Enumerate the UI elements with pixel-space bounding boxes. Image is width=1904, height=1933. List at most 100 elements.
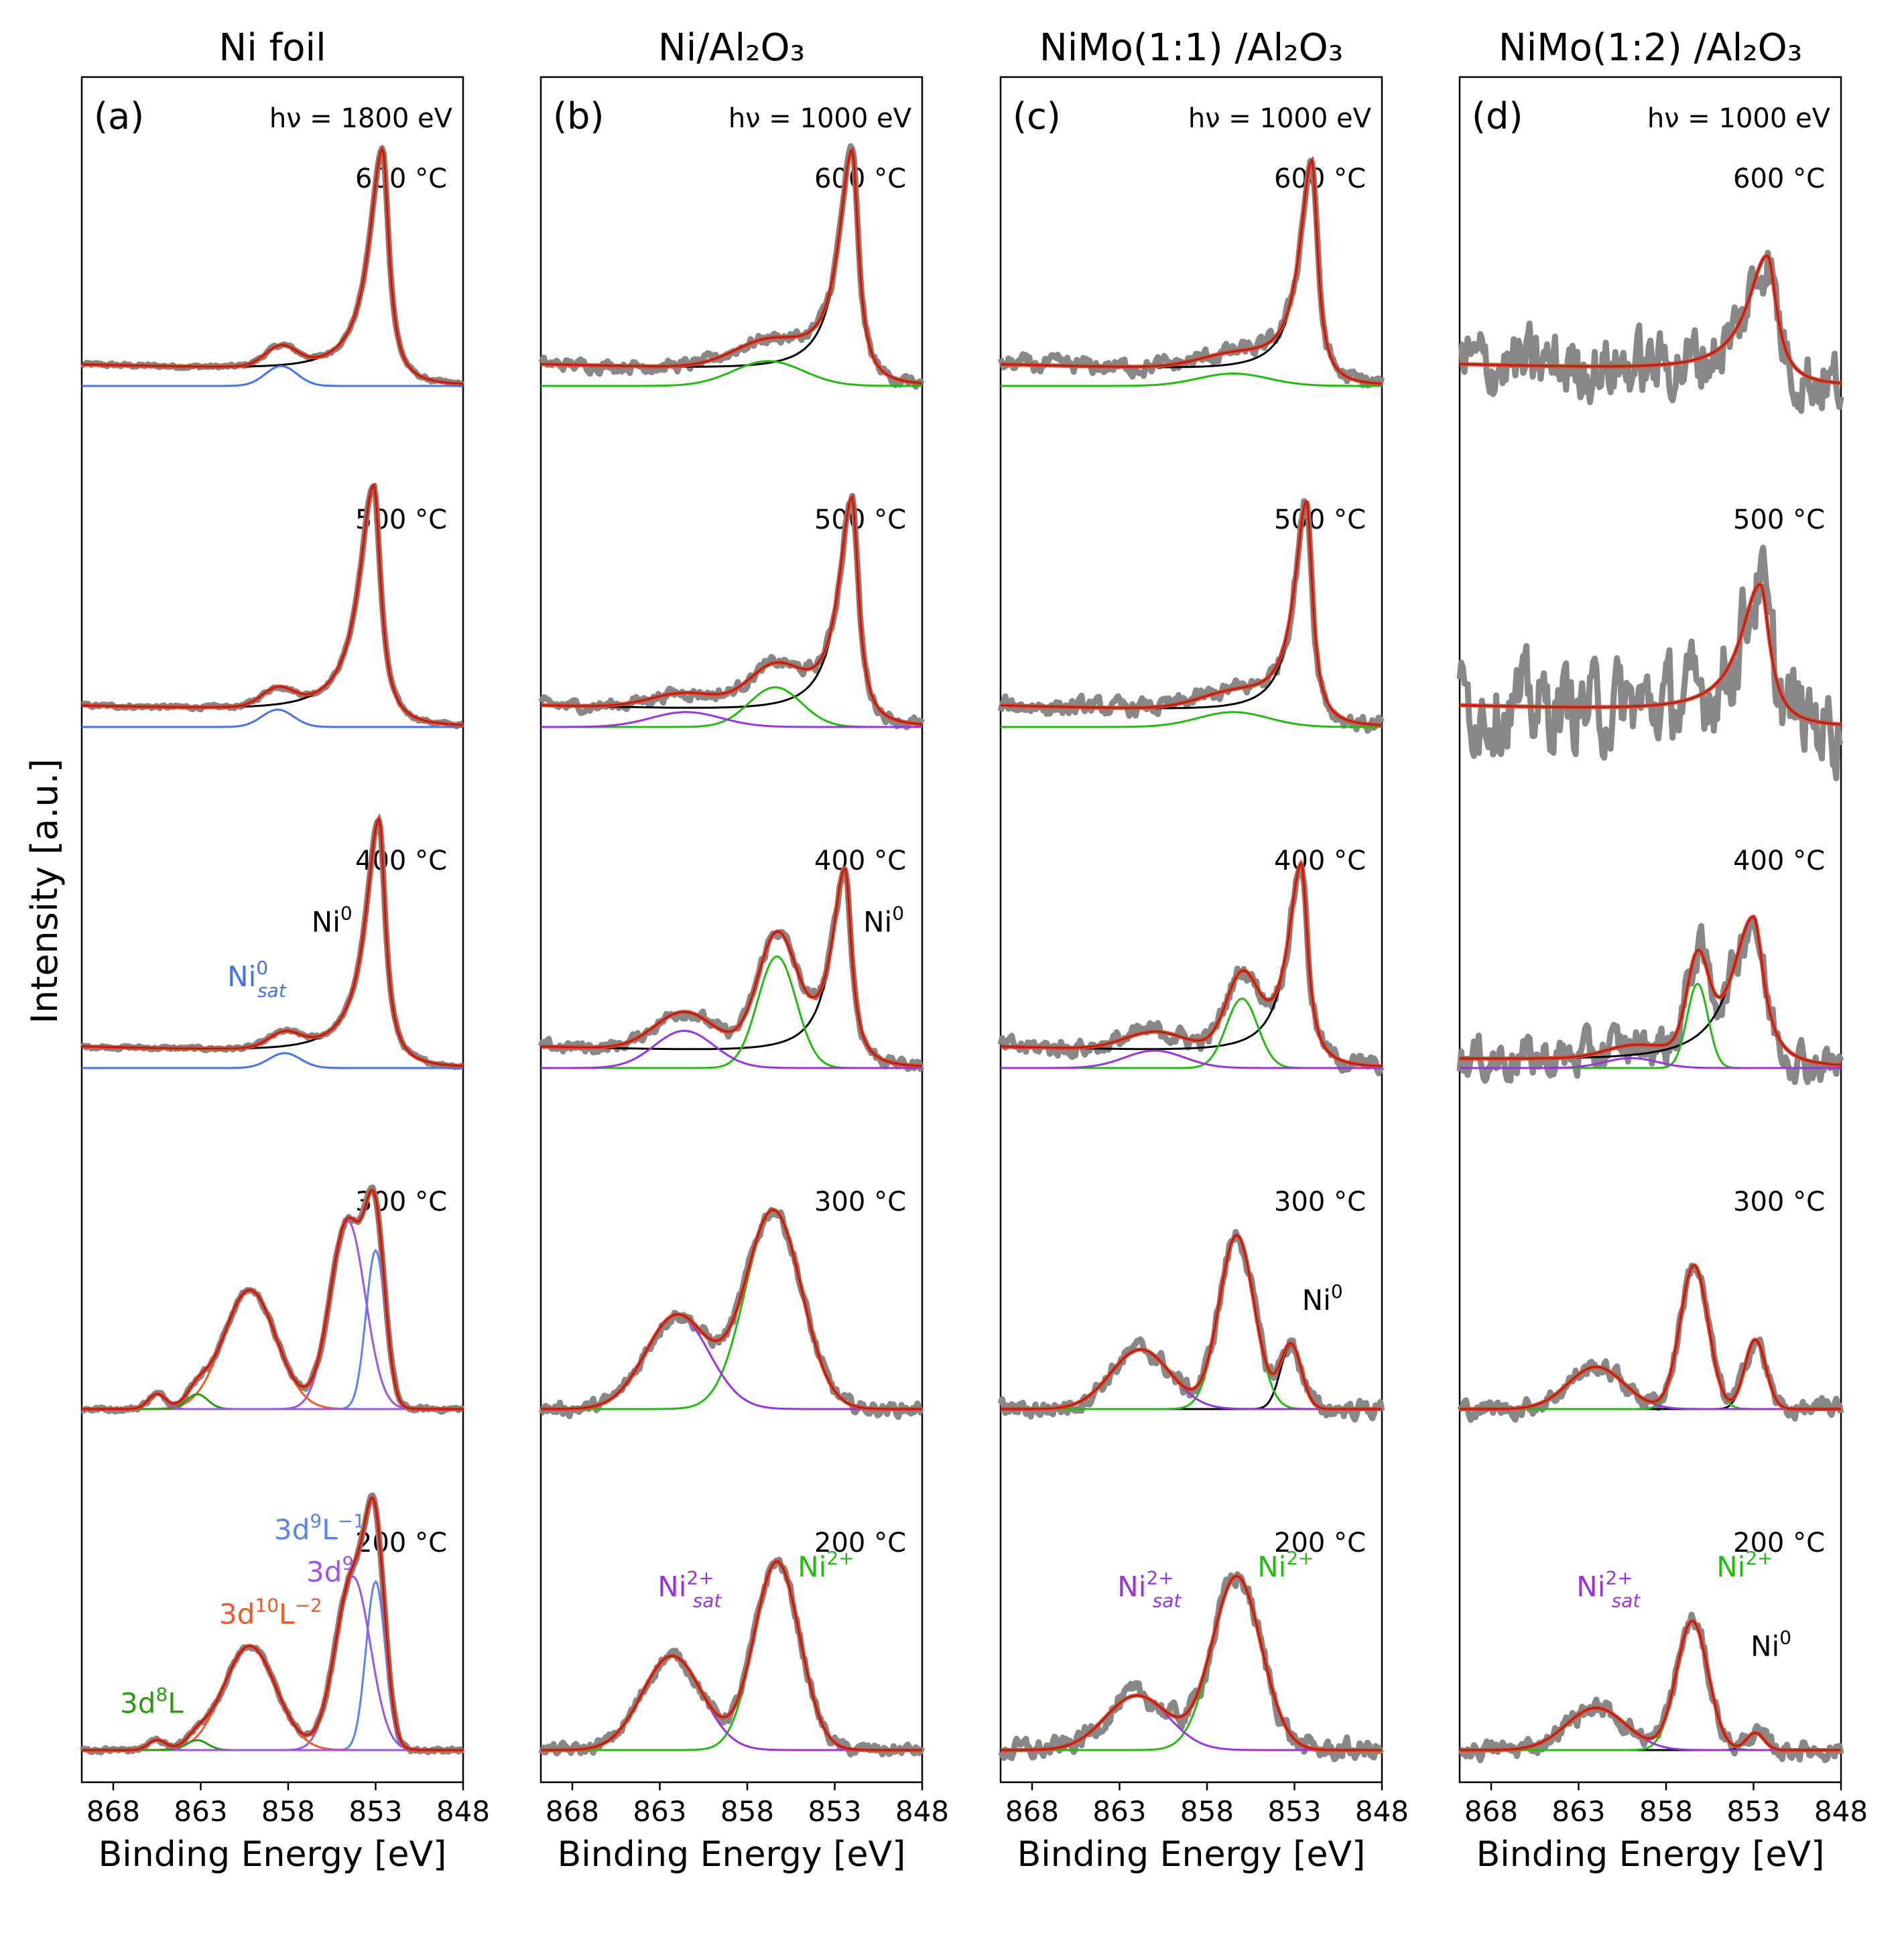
peak-annotation: Ni0 <box>312 903 353 939</box>
x-tick-label: 863 <box>1551 1795 1605 1828</box>
temperature-label: 400 °C <box>1733 846 1825 876</box>
panel-2: NiMo(1:1) /Al₂O₃ (c) hν = 1000 eV 868 863 858… <box>997 26 1409 1875</box>
peak-annotation: 3d8L <box>120 1684 184 1720</box>
peak-annotation: 3d9 <box>306 1552 354 1588</box>
fit-envelope-core <box>541 1560 922 1751</box>
panel-label: (c) <box>1013 95 1061 137</box>
fit-component <box>82 1052 463 1069</box>
fit-envelope-core <box>540 495 923 725</box>
fit-envelope-core <box>1001 1234 1382 1410</box>
spectrum-row: 300 °C <box>1457 1187 1844 1423</box>
x-axis-label: Binding Energy [eV] <box>1017 1835 1366 1875</box>
spectrum-row: 600 °C <box>80 144 465 388</box>
fit-envelope-core <box>540 867 923 1067</box>
panel-title: Ni/Al₂O₃ <box>658 26 805 70</box>
fit-envelope-core <box>82 1189 463 1410</box>
temperature-label: 200 °C <box>814 1528 906 1558</box>
fit-component <box>1001 1049 1382 1069</box>
peak-annotation: Ni0 sat <box>227 957 287 1002</box>
x-tick-label: 848 <box>436 1795 490 1828</box>
spectrum-row: 400 °C <box>997 846 1385 1077</box>
x-tick-label: 868 <box>546 1795 599 1828</box>
spectrum-row: 400 °C <box>80 813 465 1071</box>
peak-annotation: Ni0 <box>863 903 904 939</box>
peak-annotation: Ni2+ sat <box>1117 1567 1182 1612</box>
peak-annotation: Ni2+ <box>1716 1547 1773 1583</box>
spectrum-row: 600 °C <box>997 155 1385 389</box>
peak-annotation: Ni2+ sat <box>657 1567 722 1612</box>
panel-label: (d) <box>1472 95 1523 137</box>
x-tick-label: 858 <box>720 1795 774 1828</box>
fit-envelope-core <box>1460 1264 1841 1410</box>
fit-component <box>82 708 463 728</box>
x-tick-label: 868 <box>1005 1795 1059 1828</box>
peak-annotation: 3d9L−1 <box>274 1510 365 1546</box>
panel-0: Ni foil (a) hν = 1800 eV 868 863 858 853 848 Bin… <box>79 26 490 1875</box>
photon-energy: hν = 1000 eV <box>728 103 912 134</box>
spectrum-row: 400 °C <box>1456 846 1844 1085</box>
spectrum-row: 200 °C <box>538 1528 926 1757</box>
peak-annotation: Ni2+ sat <box>1576 1567 1641 1612</box>
fit-envelope-core <box>1460 1620 1841 1751</box>
x-axis-label: Binding Energy [eV] <box>558 1835 906 1875</box>
fit-envelope-core <box>1460 916 1842 1066</box>
x-tick-label: 863 <box>633 1795 686 1828</box>
spectrum-row: 300 °C <box>538 1187 924 1420</box>
spectrum-row: 300 °C <box>80 1184 465 1415</box>
fit-envelope-core <box>1459 584 1842 726</box>
photon-energy: hν = 1800 eV <box>269 103 453 134</box>
fit-envelope-core <box>81 817 464 1067</box>
fit-component <box>541 1030 922 1069</box>
measured-spectrum <box>1456 545 1844 781</box>
x-tick-label: 863 <box>1092 1795 1146 1828</box>
spectrum-row: 200 °C <box>1458 1528 1844 1763</box>
spectrum-row: 500 °C <box>538 492 926 730</box>
panel-frame <box>80 76 464 1784</box>
panel-frame <box>999 76 1383 1784</box>
fit-component <box>1460 1057 1841 1069</box>
fit-envelope-core <box>82 1496 463 1751</box>
panel-label: (a) <box>94 95 144 137</box>
fit-component <box>1001 711 1382 728</box>
x-tick-label: 853 <box>1726 1795 1780 1828</box>
spectrum-row: 300 °C <box>997 1187 1385 1423</box>
temperature-label: 200 °C <box>355 1528 447 1558</box>
temperature-label: 600 °C <box>355 163 447 194</box>
peak-annotation: 3d10L−2 <box>219 1594 322 1630</box>
peak-annotation: Ni2+ <box>798 1547 854 1583</box>
temperature-label: 500 °C <box>1274 505 1366 535</box>
fit-component <box>1001 373 1382 387</box>
temperature-label: 200 °C <box>1733 1528 1825 1558</box>
fit-envelope-core <box>1001 1575 1382 1751</box>
panel-title: NiMo(1:2) /Al₂O₃ <box>1499 26 1802 70</box>
x-tick-label: 858 <box>261 1795 315 1828</box>
fit-component <box>541 711 922 728</box>
x-tick-label: 848 <box>895 1795 949 1828</box>
temperature-label: 500 °C <box>355 505 447 535</box>
x-tick-label: 868 <box>86 1795 140 1828</box>
temperature-label: 300 °C <box>1733 1187 1825 1217</box>
panel-frame <box>540 76 924 1784</box>
spectrum-row: 600 °C <box>538 143 925 390</box>
x-tick-label: 863 <box>174 1795 227 1828</box>
spectrum-row: 500 °C <box>80 482 465 730</box>
x-tick-label: 853 <box>1267 1795 1321 1828</box>
panel-1: Ni/Al₂O₃ (b) hν = 1000 eV 868 863 858 853 848 Bi… <box>537 26 949 1875</box>
peak-annotation: Ni0 <box>1302 1280 1343 1317</box>
peak-annotation: Ni0 <box>1751 1626 1791 1662</box>
temperature-label: 600 °C <box>1733 163 1825 194</box>
temperature-label: 600 °C <box>814 163 906 194</box>
panel-label: (b) <box>553 95 604 137</box>
temperature-label: 300 °C <box>814 1187 906 1217</box>
temperature-label: 200 °C <box>1274 1528 1366 1558</box>
x-axis-label: Binding Energy [eV] <box>99 1835 447 1875</box>
fit-envelope-core <box>82 484 464 726</box>
panel-3: NiMo(1:2) /Al₂O₃ (d) hν = 1000 eV 868 863 858… <box>1456 26 1868 1875</box>
temperature-label: 600 °C <box>1274 163 1366 194</box>
spectrum-row: 500 °C <box>1456 505 1844 781</box>
spectrum-row: 600 °C <box>1458 163 1844 414</box>
photon-energy: hν = 1000 eV <box>1647 103 1831 134</box>
panel-frame <box>1458 76 1842 1784</box>
x-tick-label: 858 <box>1180 1795 1234 1828</box>
temperature-label: 400 °C <box>1274 846 1366 876</box>
